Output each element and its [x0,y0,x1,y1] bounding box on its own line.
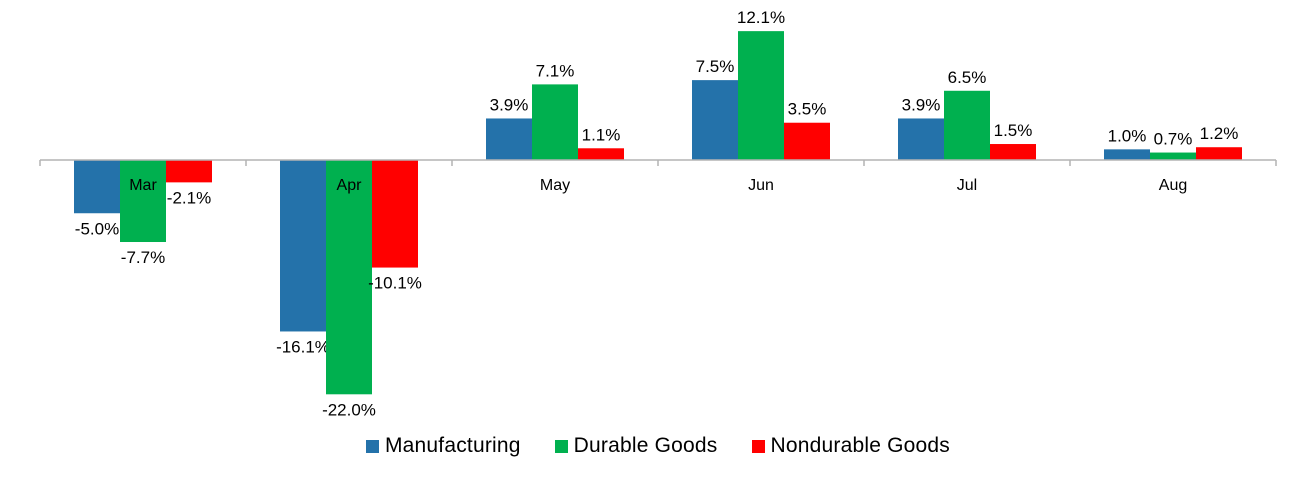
bar-nondurable-goods-apr [372,160,418,268]
data-label-durable-goods-apr: -22.0% [322,400,376,419]
data-label-manufacturing-may: 3.9% [490,95,529,114]
legend-swatch-manufacturing [365,439,379,453]
bar-manufacturing-aug [1104,149,1150,160]
legend-label-nondurable-goods: Nondurable Goods [770,434,951,457]
bar-durable-goods-mar [120,160,166,243]
legend-swatch-durable-goods [554,439,568,453]
bar-nondurable-goods-jul [990,144,1036,160]
data-label-durable-goods-mar: -7.7% [121,248,165,267]
bar-nondurable-goods-aug [1196,147,1242,160]
data-label-durable-goods-aug: 0.7% [1154,130,1193,149]
category-label-apr: Apr [337,177,363,194]
bar-nondurable-goods-may [578,148,624,160]
data-label-durable-goods-jun: 12.1% [737,8,785,27]
legend-item-manufacturing: Manufacturing [365,434,521,458]
data-label-nondurable-goods-may: 1.1% [582,125,621,144]
legend: Manufacturing Durable Goods Nondurable G… [0,434,1316,458]
bar-manufacturing-mar [74,160,120,214]
data-label-nondurable-goods-apr: -10.1% [368,274,422,293]
data-label-durable-goods-jul: 6.5% [948,68,987,87]
legend-item-durable-goods: Durable Goods [554,434,718,458]
category-label-jun: Jun [748,177,774,194]
category-label-jul: Jul [957,177,977,194]
bar-durable-goods-aug [1150,152,1196,160]
legend-label-manufacturing: Manufacturing [384,434,521,457]
legend-item-nondurable-goods: Nondurable Goods [751,434,951,458]
category-label-aug: Aug [1159,177,1187,194]
bar-manufacturing-apr [280,160,326,332]
data-label-manufacturing-jun: 7.5% [696,57,735,76]
category-label-may: May [540,177,570,194]
category-label-mar: Mar [129,177,157,194]
data-label-nondurable-goods-jul: 1.5% [994,121,1033,140]
bar-durable-goods-apr [326,160,372,395]
data-label-manufacturing-aug: 1.0% [1108,126,1147,145]
data-label-manufacturing-apr: -16.1% [276,337,330,356]
bar-manufacturing-may [486,118,532,160]
bar-nondurable-goods-mar [166,160,212,183]
bar-manufacturing-jun [692,80,738,160]
bar-manufacturing-jul [898,118,944,160]
legend-swatch-nondurable-goods [751,439,765,453]
bar-durable-goods-jun [738,31,784,161]
legend-label-durable-goods: Durable Goods [573,434,718,457]
data-label-nondurable-goods-jun: 3.5% [788,100,827,119]
bar-durable-goods-jul [944,90,990,160]
bar-nondurable-goods-jun [784,122,830,160]
data-label-nondurable-goods-aug: 1.2% [1200,124,1239,143]
data-label-manufacturing-jul: 3.9% [902,95,941,114]
data-label-nondurable-goods-mar: -2.1% [167,188,211,207]
data-label-manufacturing-mar: -5.0% [75,219,119,238]
bar-durable-goods-may [532,84,578,160]
data-label-durable-goods-may: 7.1% [536,61,575,80]
chart-plot: -5.0%-7.7% -2.1% -16.1% -22.0% -10.1% 3.9% 7.1… [39,8,1277,419]
